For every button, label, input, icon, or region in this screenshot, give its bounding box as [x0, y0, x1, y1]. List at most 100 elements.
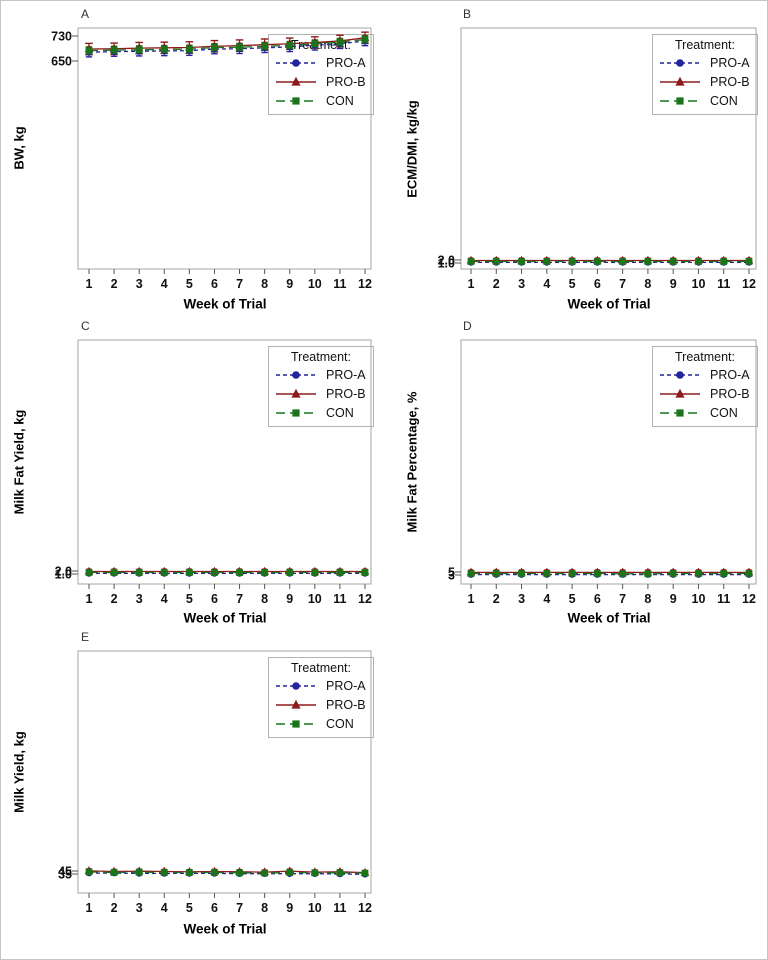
legend-panel-d: Treatment: PRO-A PRO-B CON: [652, 346, 758, 427]
x-axis-title-b: Week of Trial: [567, 296, 651, 312]
marker-circle-pro-a: [695, 259, 702, 266]
legend-title: Treatment:: [675, 38, 735, 52]
error-bars-pro-b: [86, 868, 368, 876]
marker-triangle-pro-b: [84, 44, 94, 53]
x-tick-label: 6: [594, 277, 601, 291]
legend-label: PRO-A: [710, 367, 750, 382]
marker-square-con: [361, 869, 369, 877]
marker-circle-pro-a: [160, 570, 168, 577]
legend-title: Treatment:: [291, 38, 351, 52]
x-tick-label: 8: [261, 277, 268, 291]
legend-panel-c: Treatment: PRO-A PRO-B CON: [268, 346, 374, 427]
marker-square-con: [644, 570, 652, 578]
marker-square-con: [286, 569, 294, 576]
marker-triangle-pro-b: [744, 567, 754, 576]
marker-triangle-pro-b: [643, 255, 653, 264]
legend-label: CON: [326, 93, 354, 108]
x-tick-label: 1: [86, 592, 93, 606]
legend-title: Treatment:: [675, 350, 735, 364]
marker-triangle-pro-b: [260, 566, 269, 575]
marker-triangle-pro-b: [285, 866, 295, 875]
legend-entry-pro-b: PRO-B: [269, 695, 373, 714]
marker-triangle-pro-b: [134, 43, 144, 52]
legend-label: CON: [710, 93, 738, 108]
legend-entry-pro-a: PRO-A: [269, 53, 373, 72]
x-tick-label: 2: [493, 592, 500, 606]
x-tick-label: 2: [111, 901, 118, 915]
x-tick-label: 7: [619, 592, 626, 606]
marker-circle-pro-a: [644, 259, 652, 266]
marker-square-con: [185, 869, 193, 876]
marker-triangle-pro-b: [260, 867, 269, 876]
marker-circle-pro-a: [311, 570, 319, 577]
legend-entry-pro-a: PRO-A: [269, 365, 373, 384]
legend-line-pro-a-icon: [660, 58, 700, 67]
x-tick-label: 11: [717, 277, 730, 291]
x-tick-label: 10: [692, 277, 706, 291]
panel-label-b: B: [463, 7, 472, 21]
x-tick-label: 3: [136, 901, 143, 915]
y-tick-label: 730: [51, 30, 72, 44]
legend-entry-pro-a: PRO-A: [653, 53, 757, 72]
y-tick-label: 1.0: [438, 257, 455, 271]
legend-line-pro-b-icon: [276, 76, 316, 86]
legend-entry-con: CON: [269, 714, 373, 733]
marker-square-con: [311, 869, 319, 877]
marker-circle-pro-a: [286, 870, 294, 877]
x-axis-title-c: Week of Trial: [183, 610, 267, 626]
panel-label-a: A: [81, 7, 90, 21]
marker-circle-pro-a: [619, 259, 626, 266]
x-tick-label: 2: [111, 277, 118, 291]
marker-square-con: [492, 570, 500, 577]
marker-square-con: [211, 44, 218, 51]
marker-circle-pro-a: [110, 869, 118, 877]
error-bars-pro-a: [468, 572, 752, 578]
legend-label: PRO-B: [710, 386, 750, 401]
marker-triangle-pro-b: [517, 255, 526, 264]
marker-square-con: [695, 570, 702, 577]
x-tick-label: 2: [493, 277, 500, 291]
y-tick-label: 5: [448, 566, 455, 580]
marker-triangle-pro-b: [84, 866, 94, 874]
x-tick-label: 5: [569, 277, 576, 291]
x-tick-label: 4: [543, 277, 550, 291]
x-tick-label: 5: [186, 901, 193, 915]
legend-entry-pro-b: PRO-B: [653, 72, 757, 91]
y-axis-title-c: Milk Fat Yield, kg: [11, 409, 27, 515]
marker-circle-pro-a: [261, 870, 268, 877]
series-line-pro-a: [89, 872, 366, 875]
marker-circle-pro-a: [518, 571, 525, 578]
marker-circle-pro-a: [644, 571, 652, 578]
marker-triangle-pro-b: [567, 567, 577, 576]
marker-triangle-pro-b: [310, 566, 320, 575]
marker-triangle-pro-b: [744, 255, 754, 264]
x-tick-label: 2: [111, 592, 118, 606]
marker-circle-pro-a: [236, 570, 243, 577]
marker-circle-pro-a: [695, 571, 702, 578]
y-tick-label: 2.0: [438, 254, 455, 268]
x-tick-label: 11: [333, 277, 346, 291]
marker-circle-pro-a: [261, 570, 268, 577]
panel-label-e: E: [81, 630, 90, 644]
marker-square-con: [745, 570, 753, 577]
x-tick-label: 3: [518, 277, 525, 291]
y-tick-label: 1.0: [55, 568, 72, 582]
legend-line-con-icon: [660, 96, 700, 105]
marker-triangle-pro-b: [335, 867, 345, 875]
legend-line-pro-a-icon: [660, 370, 700, 379]
legend-title: Treatment:: [291, 661, 351, 675]
error-bars-con: [86, 570, 368, 575]
x-tick-label: 11: [333, 901, 346, 915]
marker-circle-pro-a: [186, 47, 193, 54]
y-tick-label: 650: [51, 55, 72, 69]
marker-square-con: [467, 258, 475, 265]
marker-circle-pro-a: [543, 259, 551, 266]
x-tick-label: 11: [717, 592, 730, 606]
marker-triangle-pro-b: [719, 255, 729, 264]
marker-circle-pro-a: [211, 45, 218, 53]
marker-square-con: [135, 46, 143, 54]
marker-circle-pro-a: [286, 570, 294, 577]
marker-square-con: [593, 570, 601, 577]
legend-label: CON: [326, 716, 354, 731]
